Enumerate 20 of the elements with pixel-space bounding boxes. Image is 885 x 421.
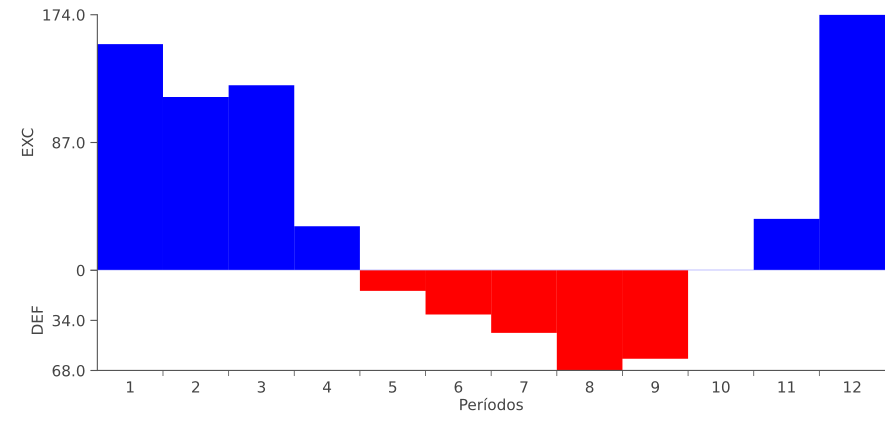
x-tick-label: 6 — [454, 381, 462, 393]
x-tick-label: 5 — [389, 381, 396, 393]
x-tick-label: 1 — [126, 381, 134, 393]
x-tick-label: 2 — [192, 381, 200, 393]
x-tick-label: 3 — [258, 381, 266, 393]
x-tick-label: 11 — [778, 381, 795, 393]
y-tick-label: 34.0 — [52, 314, 85, 326]
x-tick-label: 7 — [520, 381, 528, 393]
y-tick-label: 0 — [76, 264, 85, 276]
x-tick-label: 12 — [844, 381, 860, 393]
x-tick-label: 9 — [651, 381, 660, 393]
x-tick-label: 8 — [586, 381, 594, 393]
y-axis-title: DEF — [32, 306, 43, 334]
x-tick-label: 4 — [322, 381, 332, 393]
y-tick-label: 174.0 — [43, 9, 85, 21]
y-tick-label: 68.0 — [52, 364, 85, 376]
x-tick-label: 10 — [712, 381, 730, 393]
y-axis-title: EXC — [22, 128, 34, 156]
x-axis-title: Períodos — [460, 398, 523, 410]
y-tick-label: 87.0 — [52, 136, 85, 149]
